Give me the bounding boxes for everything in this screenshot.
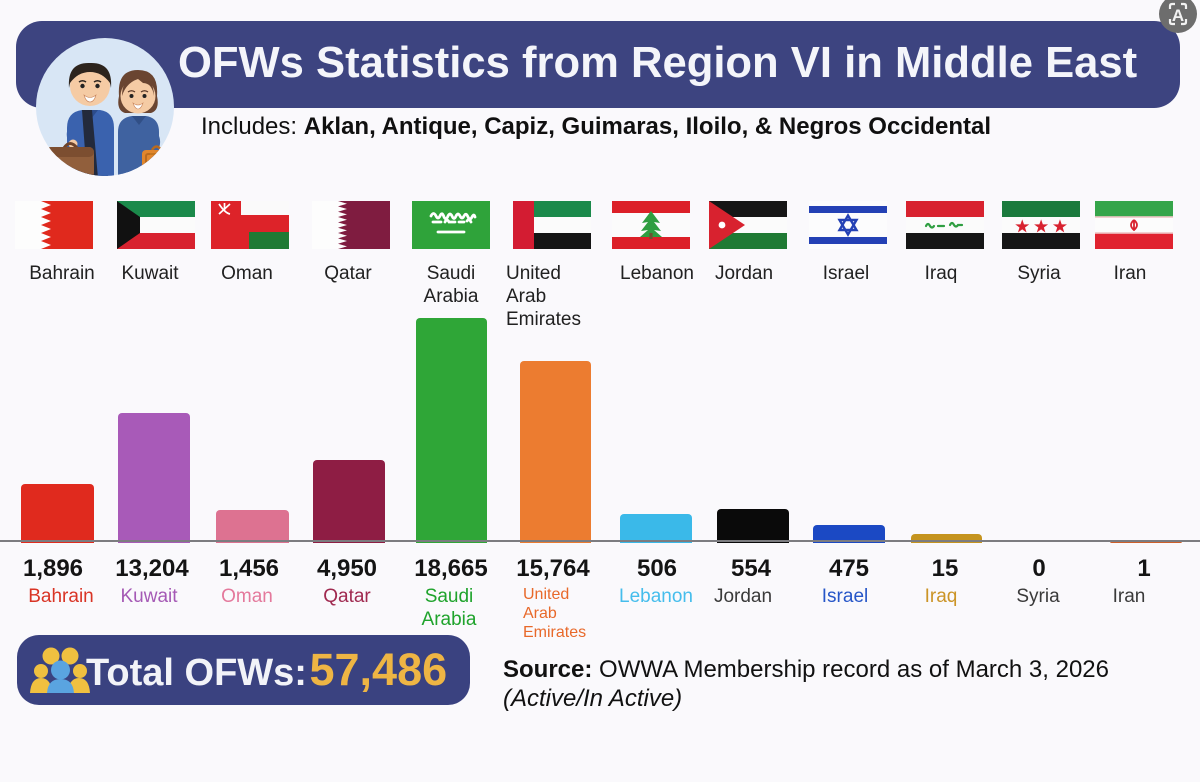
svg-text:A: A: [1172, 6, 1184, 25]
